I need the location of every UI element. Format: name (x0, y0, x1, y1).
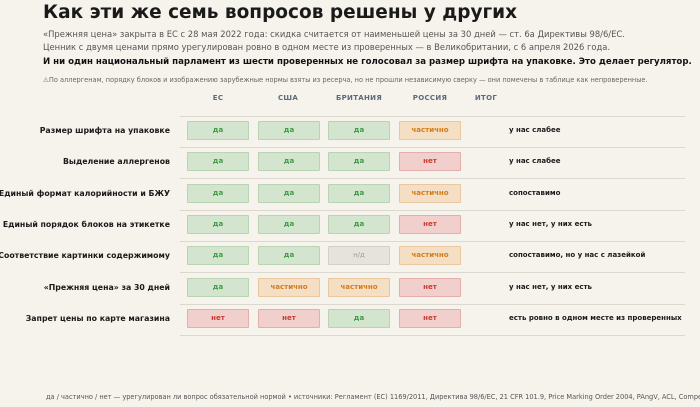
row-label: Запрет цены по карте магазина (25, 314, 170, 323)
status-cell-usa: частично (258, 278, 320, 297)
table-row: Запрет цены по карте магазина нет нет да нет… (0, 305, 700, 336)
table-row: «Прежняя цена» за 30 дней да частично части… (0, 274, 700, 305)
row-divider (180, 147, 685, 148)
row-verdict: есть ровно в одном месте из проверенных (509, 314, 682, 322)
row-label: «Прежняя цена» за 30 дней (43, 283, 170, 292)
status-cell-eu: да (187, 215, 249, 234)
row-divider (180, 241, 685, 242)
status-cell-usa: да (258, 246, 320, 265)
table-row: Единый порядок блоков на этикетке да да да н… (0, 211, 700, 242)
row-divider (180, 304, 685, 305)
table-row: Единый формат калорийности и БЖУ да да да ча… (0, 180, 700, 211)
status-cell-usa: да (258, 121, 320, 140)
row-verdict: сопоставимо (509, 189, 561, 197)
table-row: Выделение аллергенов да да да нет у нас слабе… (0, 148, 700, 179)
subtitle-line-2: Ценник с двумя ценами прямо урегулирован… (43, 42, 611, 52)
column-header-usa: США (277, 94, 299, 102)
row-label: Единый порядок блоков на этикетке (2, 220, 170, 229)
table-row: Соответствие картинки содержимому да да н/д… (0, 242, 700, 273)
row-verdict: у нас нет, у них есть (509, 220, 592, 228)
row-divider (180, 210, 685, 211)
row-divider (180, 335, 685, 336)
row-label: Единый формат калорийности и БЖУ (0, 189, 170, 198)
status-cell-uk: частично (328, 278, 390, 297)
status-cell-eu: да (187, 121, 249, 140)
status-cell-russia: нет (399, 152, 461, 171)
status-cell-uk: да (328, 309, 390, 328)
subtitle-line-1: «Прежняя цена» закрыта в ЕС с 28 мая 202… (43, 29, 625, 39)
column-header-uk: БРИТАНИЯ (335, 94, 383, 102)
status-cell-eu: да (187, 246, 249, 265)
status-cell-eu: да (187, 152, 249, 171)
status-cell-uk: да (328, 184, 390, 203)
status-cell-usa: да (258, 152, 320, 171)
status-cell-eu: нет (187, 309, 249, 328)
row-verdict: у нас нет, у них есть (509, 283, 592, 291)
row-divider (180, 178, 685, 179)
status-cell-russia: частично (399, 246, 461, 265)
column-header-eu: ЕС (212, 94, 224, 102)
status-cell-uk: да (328, 121, 390, 140)
status-cell-russia: нет (399, 309, 461, 328)
legend-and-sources: да / частично / нет — урегулирован ли во… (46, 393, 700, 401)
status-cell-usa: нет (258, 309, 320, 328)
table-top-rule (180, 116, 685, 117)
status-cell-russia: частично (399, 121, 461, 140)
status-cell-russia: нет (399, 278, 461, 297)
row-verdict: у нас слабее (509, 157, 561, 165)
status-cell-uk: да (328, 152, 390, 171)
status-cell-russia: частично (399, 184, 461, 203)
column-header-verdict: ИТОГ (474, 94, 498, 102)
table-row: Размер шрифта на упаковке да да да частично у… (0, 117, 700, 148)
status-cell-uk: н/д (328, 246, 390, 265)
status-cell-eu: да (187, 278, 249, 297)
page-title: Как эти же семь вопросов решены у других (43, 2, 518, 23)
status-cell-usa: да (258, 184, 320, 203)
verification-note: ⚠По аллергенам, порядку блоков и изображ… (43, 76, 648, 84)
key-finding: И ни один национальный парламент из шест… (43, 57, 692, 67)
row-verdict: у нас слабее (509, 126, 561, 134)
status-cell-uk: да (328, 215, 390, 234)
status-cell-russia: нет (399, 215, 461, 234)
row-label: Размер шрифта на упаковке (39, 126, 170, 135)
row-verdict: сопоставимо, но у нас с лазейкой (509, 251, 646, 259)
row-label: Выделение аллергенов (62, 157, 170, 166)
column-header-russia: РОССИЯ (412, 94, 448, 102)
status-cell-usa: да (258, 215, 320, 234)
status-cell-eu: да (187, 184, 249, 203)
row-label: Соответствие картинки содержимому (0, 251, 170, 260)
row-divider (180, 272, 685, 273)
